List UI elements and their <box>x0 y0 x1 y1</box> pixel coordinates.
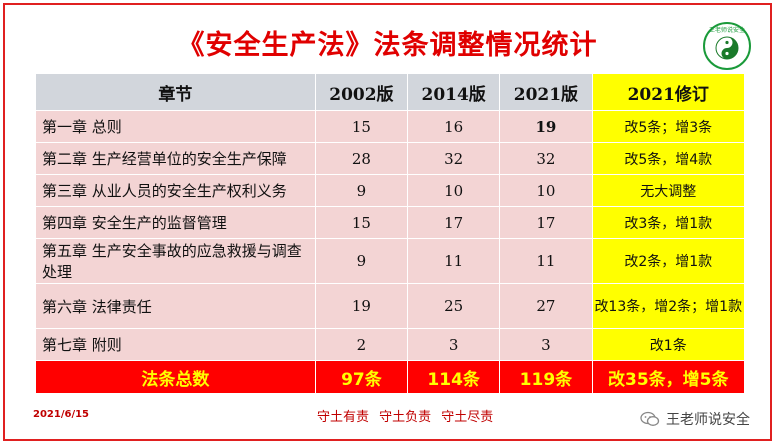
table-row: 第一章 总则 15 16 19 改5条；增3条 <box>35 110 746 143</box>
total-revision: 改35条，增5条 <box>591 360 746 394</box>
v2002-cell: 9 <box>314 174 409 207</box>
chapter-cell: 第二章 生产经营单位的安全生产保障 <box>35 142 316 175</box>
table-header-row: 章节 2002版 2014版 2021版 2021修订 <box>35 73 746 111</box>
revision-cell: 改13条，增2条；增1款 <box>591 283 746 329</box>
total-2002: 97条 <box>314 360 409 394</box>
yin-yang-logo: 王老师说安全 <box>703 22 751 70</box>
revision-cell: 改3条，增1款 <box>591 206 746 239</box>
chapter-cell: 第四章 安全生产的监督管理 <box>35 206 316 239</box>
slide: 《安全生产法》法条调整情况统计 王老师说安全 章节 2002版 2014版 20… <box>3 3 772 441</box>
v2021-cell: 27 <box>499 283 593 329</box>
v2014-cell: 10 <box>407 174 501 207</box>
revision-cell: 改5条，增4款 <box>591 142 746 175</box>
date-label: 2021/6/15 <box>33 409 90 420</box>
v2002-cell: 15 <box>314 110 409 143</box>
v2021-cell: 11 <box>499 238 593 284</box>
total-2014: 114条 <box>407 360 501 394</box>
v2021-cell: 32 <box>499 142 593 175</box>
header-2014: 2014版 <box>407 73 501 111</box>
total-label: 法条总数 <box>35 360 316 394</box>
table-row: 第四章 安全生产的监督管理 15 17 17 改3条，增1款 <box>35 206 746 239</box>
table-row: 第三章 从业人员的安全生产权利义务 9 10 10 无大调整 <box>35 174 746 207</box>
v2021-cell: 10 <box>499 174 593 207</box>
v2021-cell: 17 <box>499 206 593 239</box>
v2021-cell: 3 <box>499 328 593 361</box>
header-chapter: 章节 <box>35 73 316 111</box>
chapter-cell: 第一章 总则 <box>35 110 316 143</box>
v2014-cell: 25 <box>407 283 501 329</box>
v2014-cell: 16 <box>407 110 501 143</box>
revision-cell: 改2条，增1款 <box>591 238 746 284</box>
header-2002: 2002版 <box>314 73 409 111</box>
table-row: 第五章 生产安全事故的应急救援与调查处理 9 11 11 改2条，增1款 <box>35 238 746 284</box>
revision-cell: 无大调整 <box>591 174 746 207</box>
motto-text: 守土有责 守土负责 守土尽责 <box>317 410 494 425</box>
page-title: 《安全生产法》法条调整情况统计 <box>177 30 598 61</box>
total-row: 法条总数 97条 114条 119条 改35条，增5条 <box>35 360 746 394</box>
chapter-cell: 第三章 从业人员的安全生产权利义务 <box>35 174 316 207</box>
v2002-cell: 28 <box>314 142 409 175</box>
header-revision: 2021修订 <box>591 73 746 111</box>
v2014-cell: 32 <box>407 142 501 175</box>
brand-footer: 王老师说安全 <box>640 409 750 429</box>
logo-text: 王老师说安全 <box>709 26 745 34</box>
chapter-cell: 第六章 法律责任 <box>35 283 316 329</box>
table-row: 第七章 附则 2 3 3 改1条 <box>35 328 746 361</box>
v2002-cell: 9 <box>314 238 409 284</box>
v2021-cell: 19 <box>499 110 593 143</box>
v2002-cell: 15 <box>314 206 409 239</box>
brand-name: 王老师说安全 <box>666 412 750 428</box>
v2014-cell: 17 <box>407 206 501 239</box>
revision-cell: 改5条；增3条 <box>591 110 746 143</box>
table-row: 第六章 法律责任 19 25 27 改13条，增2条；增1款 <box>35 283 746 329</box>
v2014-cell: 11 <box>407 238 501 284</box>
v2002-cell: 19 <box>314 283 409 329</box>
v2014-cell: 3 <box>407 328 501 361</box>
chapter-cell: 第五章 生产安全事故的应急救援与调查处理 <box>35 238 316 284</box>
header-2021: 2021版 <box>499 73 593 111</box>
v2002-cell: 2 <box>314 328 409 361</box>
chapter-cell: 第七章 附则 <box>35 328 316 361</box>
table-row: 第二章 生产经营单位的安全生产保障 28 32 32 改5条，增4款 <box>35 142 746 175</box>
revision-cell: 改1条 <box>591 328 746 361</box>
wechat-icon <box>640 411 660 426</box>
statistics-table: 章节 2002版 2014版 2021版 2021修订 第一章 总则 15 16… <box>35 73 746 394</box>
total-2021: 119条 <box>499 360 593 394</box>
